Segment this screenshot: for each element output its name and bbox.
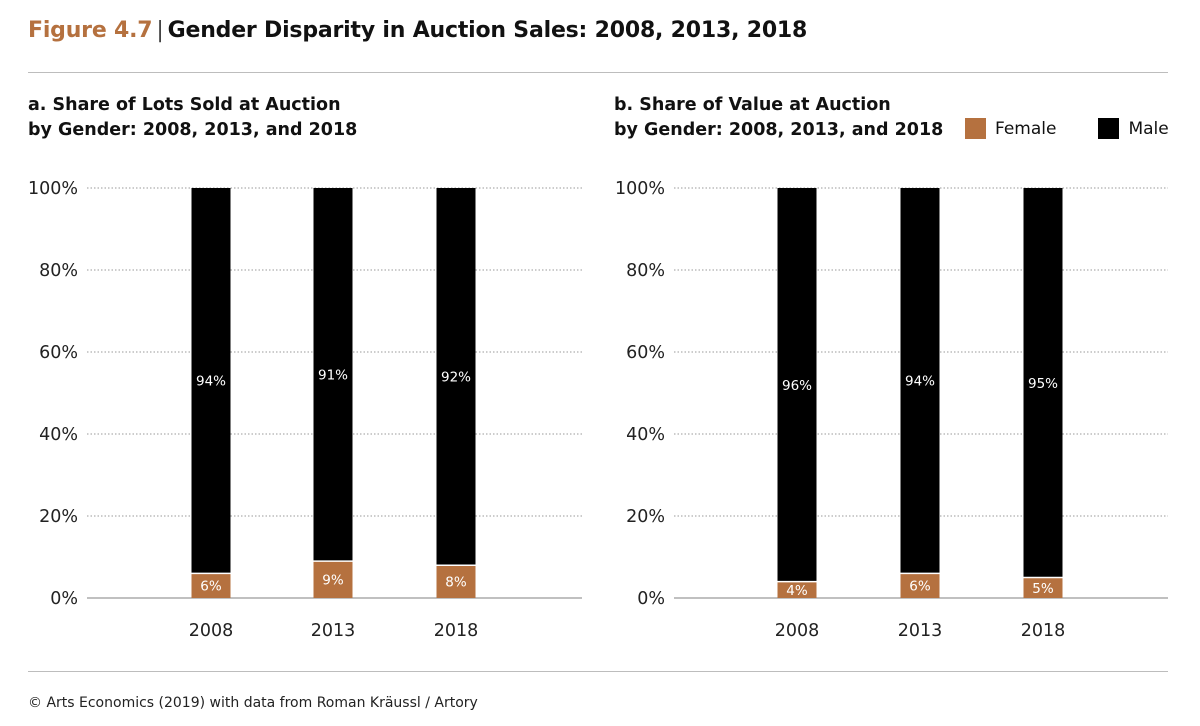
y-tick-label: 100% <box>28 179 78 199</box>
y-tick-label: 60% <box>39 343 78 363</box>
data-label-female-2008: 4% <box>786 583 808 599</box>
legend-item-female: Female <box>965 118 1056 139</box>
bottom-divider <box>28 671 1168 672</box>
chart-lots-sold: 0% 20% 40% 60% 80% 100% 6% 94% 2008 9% 91% 2013 8% 92… <box>28 179 582 641</box>
bar-male-2018 <box>436 188 476 566</box>
data-label-female-2013: 9% <box>322 573 344 589</box>
data-label-female-2013: 6% <box>909 579 931 595</box>
y-tick-label: 40% <box>626 425 665 445</box>
data-label-male-2018: 95% <box>1028 376 1058 392</box>
title-separator: | <box>156 18 164 43</box>
data-label-male-2013: 91% <box>318 368 348 384</box>
data-label-male-2008: 96% <box>782 378 812 394</box>
legend-swatch-female <box>965 118 986 139</box>
bar-female-2013 <box>900 573 940 598</box>
data-label-female-2018: 8% <box>445 575 467 591</box>
x-tick-label-2018: 2018 <box>434 621 479 641</box>
y-tick-label: 80% <box>39 261 78 281</box>
bar-male-2013 <box>900 188 940 574</box>
x-tick-label-2018: 2018 <box>1021 621 1066 641</box>
panel-a-title-line1: a. Share of Lots Sold at Auction <box>28 95 341 115</box>
panel-a-title-line2: by Gender: 2008, 2013, and 2018 <box>28 120 358 140</box>
figure-title-text: Gender Disparity in Auction Sales: 2008,… <box>167 18 808 43</box>
legend-label-male: Male <box>1128 118 1169 139</box>
bar-female-2008 <box>777 581 817 598</box>
data-label-female-2018: 5% <box>1032 581 1054 597</box>
x-tick-label-2008: 2008 <box>189 621 234 641</box>
x-tick-label-2013: 2013 <box>311 621 356 641</box>
y-tick-label: 0% <box>50 589 78 609</box>
panel-b-title: b. Share of Value at Auction by Gender: … <box>614 93 943 143</box>
legend-swatch-male <box>1098 118 1120 139</box>
chart-legend: Female Male <box>965 118 1169 139</box>
x-tick-label-2013: 2013 <box>898 621 943 641</box>
data-label-female-2008: 6% <box>200 579 222 595</box>
y-tick-label: 80% <box>626 261 665 281</box>
y-tick-label: 20% <box>39 507 78 527</box>
y-tick-label: 100% <box>615 179 665 199</box>
panel-b-title-line1: b. Share of Value at Auction <box>614 95 891 115</box>
y-tick-label: 0% <box>637 589 665 609</box>
chart-value: 0% 20% 40% 60% 80% 100% 4% 96% 2008 6% 94% 2013 5% 95… <box>615 179 1168 641</box>
figure-number: Figure 4.7 <box>28 18 153 43</box>
bar-male-2018 <box>1023 188 1063 578</box>
y-tick-label: 20% <box>626 507 665 527</box>
bar-female-2018 <box>436 565 476 598</box>
panel-b-title-line2: by Gender: 2008, 2013, and 2018 <box>614 120 944 140</box>
bar-male-2008 <box>777 188 817 582</box>
bar-male-2013 <box>313 188 353 562</box>
data-label-male-2013: 94% <box>905 374 935 390</box>
legend-item-male: Male <box>1098 118 1169 139</box>
y-tick-label: 60% <box>626 343 665 363</box>
bar-male-2008 <box>191 188 231 574</box>
data-label-male-2018: 92% <box>441 370 471 386</box>
figure-title: Figure 4.7 | Gender Disparity in Auction S… <box>28 18 807 43</box>
bar-female-2008 <box>191 573 231 598</box>
top-divider <box>28 72 1168 73</box>
bar-female-2013 <box>313 561 353 598</box>
legend-label-female: Female <box>995 118 1057 139</box>
panel-a-title: a. Share of Lots Sold at Auction by Gend… <box>28 93 357 143</box>
data-label-male-2008: 94% <box>196 374 226 390</box>
bar-female-2018 <box>1023 577 1063 598</box>
x-tick-label-2008: 2008 <box>775 621 820 641</box>
source-note: © Arts Economics (2019) with data from R… <box>28 695 478 711</box>
y-tick-label: 40% <box>39 425 78 445</box>
